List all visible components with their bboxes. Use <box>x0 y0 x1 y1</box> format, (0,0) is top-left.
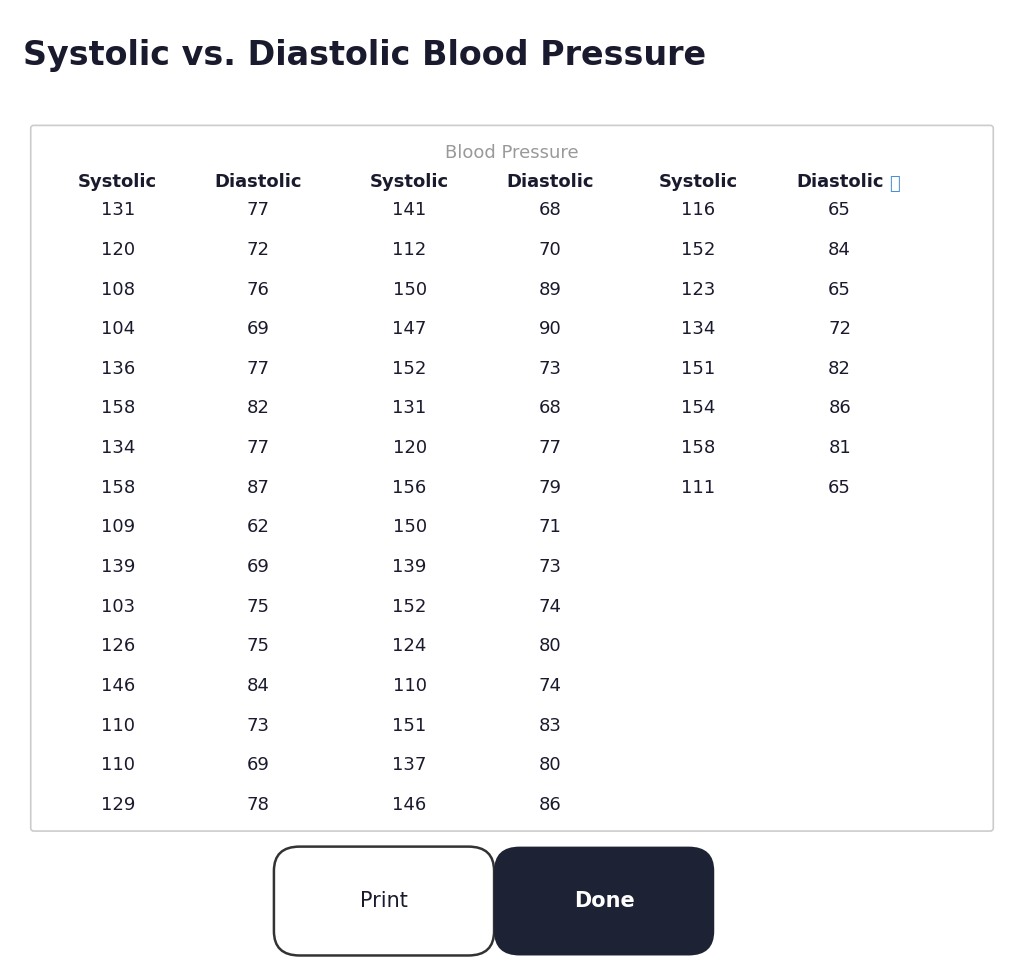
Text: 112: 112 <box>392 241 427 259</box>
Text: Diastolic: Diastolic <box>796 173 884 191</box>
Text: 75: 75 <box>247 598 269 616</box>
Text: 120: 120 <box>100 241 135 259</box>
Text: Systolic: Systolic <box>78 173 158 191</box>
Text: 89: 89 <box>539 281 561 298</box>
Text: 68: 68 <box>539 399 561 418</box>
Text: 152: 152 <box>392 598 427 616</box>
Text: 110: 110 <box>392 677 427 695</box>
Text: 109: 109 <box>100 518 135 537</box>
Text: 69: 69 <box>247 558 269 576</box>
Text: 123: 123 <box>681 281 716 298</box>
Text: 103: 103 <box>100 598 135 616</box>
Text: 146: 146 <box>392 796 427 815</box>
Text: 139: 139 <box>100 558 135 576</box>
Text: 73: 73 <box>539 360 561 378</box>
Text: 78: 78 <box>247 796 269 815</box>
Text: 110: 110 <box>100 756 135 775</box>
Text: 158: 158 <box>681 439 716 457</box>
Text: 74: 74 <box>539 677 561 695</box>
Text: Systolic: Systolic <box>658 173 738 191</box>
Text: 74: 74 <box>539 598 561 616</box>
Text: 80: 80 <box>539 638 561 655</box>
Text: 84: 84 <box>828 241 851 259</box>
Text: 131: 131 <box>100 201 135 220</box>
Text: 84: 84 <box>247 677 269 695</box>
Text: 73: 73 <box>539 558 561 576</box>
Text: 146: 146 <box>100 677 135 695</box>
Text: 136: 136 <box>100 360 135 378</box>
Text: 62: 62 <box>247 518 269 537</box>
Text: 81: 81 <box>828 439 851 457</box>
Text: 72: 72 <box>247 241 269 259</box>
Text: Done: Done <box>573 891 635 911</box>
Text: 141: 141 <box>392 201 427 220</box>
Text: 111: 111 <box>681 479 716 497</box>
Text: 137: 137 <box>392 756 427 775</box>
Text: 77: 77 <box>247 201 269 220</box>
Text: 77: 77 <box>247 439 269 457</box>
Text: 82: 82 <box>247 399 269 418</box>
Text: ⎗: ⎗ <box>889 175 899 193</box>
Text: 151: 151 <box>392 716 427 735</box>
Text: Blood Pressure: Blood Pressure <box>445 144 579 162</box>
Text: 152: 152 <box>392 360 427 378</box>
Text: 147: 147 <box>392 320 427 338</box>
Text: 150: 150 <box>392 281 427 298</box>
Text: Diastolic: Diastolic <box>506 173 594 191</box>
Text: 129: 129 <box>100 796 135 815</box>
Text: Diastolic: Diastolic <box>214 173 302 191</box>
Text: 82: 82 <box>828 360 851 378</box>
Text: 120: 120 <box>392 439 427 457</box>
Text: 86: 86 <box>828 399 851 418</box>
Text: 79: 79 <box>539 479 561 497</box>
Text: 76: 76 <box>247 281 269 298</box>
Text: 69: 69 <box>247 756 269 775</box>
Text: 87: 87 <box>247 479 269 497</box>
Text: 80: 80 <box>539 756 561 775</box>
Text: 83: 83 <box>539 716 561 735</box>
Text: 110: 110 <box>100 716 135 735</box>
Text: 124: 124 <box>392 638 427 655</box>
Text: 70: 70 <box>539 241 561 259</box>
Text: Systolic: Systolic <box>370 173 450 191</box>
Text: 134: 134 <box>681 320 716 338</box>
Text: 68: 68 <box>539 201 561 220</box>
Text: 65: 65 <box>828 479 851 497</box>
Text: 151: 151 <box>681 360 716 378</box>
Text: 134: 134 <box>100 439 135 457</box>
Text: 152: 152 <box>681 241 716 259</box>
Text: 90: 90 <box>539 320 561 338</box>
Text: 150: 150 <box>392 518 427 537</box>
Text: 104: 104 <box>100 320 135 338</box>
Text: 108: 108 <box>100 281 135 298</box>
Text: Systolic vs. Diastolic Blood Pressure: Systolic vs. Diastolic Blood Pressure <box>23 39 706 72</box>
Text: 126: 126 <box>100 638 135 655</box>
Text: 116: 116 <box>681 201 716 220</box>
Text: 75: 75 <box>247 638 269 655</box>
Text: 139: 139 <box>392 558 427 576</box>
Text: 154: 154 <box>681 399 716 418</box>
Text: 69: 69 <box>247 320 269 338</box>
Text: Print: Print <box>360 891 408 911</box>
Text: 77: 77 <box>539 439 561 457</box>
Text: 71: 71 <box>539 518 561 537</box>
Text: 72: 72 <box>828 320 851 338</box>
Text: 65: 65 <box>828 201 851 220</box>
Text: 86: 86 <box>539 796 561 815</box>
Text: 131: 131 <box>392 399 427 418</box>
Text: 156: 156 <box>392 479 427 497</box>
Text: 158: 158 <box>100 399 135 418</box>
Text: 158: 158 <box>100 479 135 497</box>
Text: 77: 77 <box>247 360 269 378</box>
Text: 65: 65 <box>828 281 851 298</box>
Text: 73: 73 <box>247 716 269 735</box>
